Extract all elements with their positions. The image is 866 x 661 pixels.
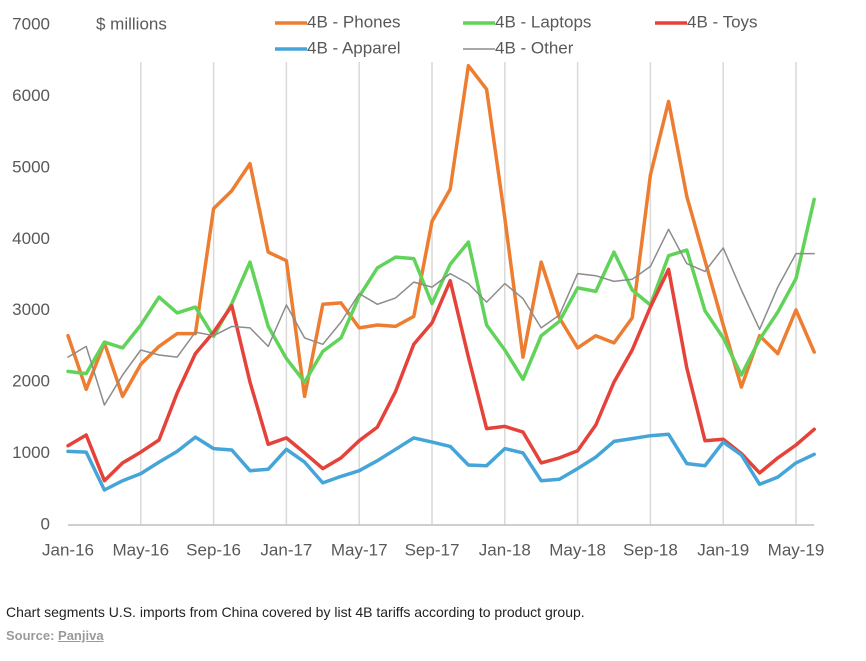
- caption: Chart segments U.S. imports from China c…: [6, 604, 585, 620]
- series-line: [66, 63, 816, 399]
- y-tick-label: 4000: [12, 229, 50, 248]
- legend-label: 4B - Laptops: [495, 12, 591, 31]
- x-tick-label: Jan-19: [697, 540, 749, 559]
- x-tick-label: May-16: [112, 540, 169, 559]
- source-line: Source: Panjiva: [6, 628, 104, 643]
- x-tick-label: Jan-16: [42, 540, 94, 559]
- x-tick-label: Jan-18: [479, 540, 531, 559]
- x-tick-label: Sep-18: [623, 540, 678, 559]
- source-link[interactable]: Panjiva: [58, 628, 104, 643]
- y-tick-label: 0: [41, 514, 50, 533]
- series-line: [66, 197, 816, 384]
- series-line: [67, 228, 815, 406]
- legend-label: 4B - Phones: [307, 12, 401, 31]
- y-tick-label: 6000: [12, 86, 50, 105]
- series-line: [66, 432, 816, 492]
- y-tick-label: 1000: [12, 443, 50, 462]
- x-tick-label: May-18: [549, 540, 606, 559]
- y-tick-label: 7000: [12, 14, 50, 33]
- x-tick-label: May-17: [331, 540, 388, 559]
- legend-label: 4B - Other: [495, 38, 574, 57]
- x-tick-label: Jan-17: [260, 540, 312, 559]
- y-tick-label: 3000: [12, 300, 50, 319]
- y-axis-label: $ millions: [96, 14, 167, 33]
- chart: $ millions Jan-16 May-16 Sep-16 Jan-17 May-1…: [12, 12, 825, 559]
- x-tick-label: May-19: [768, 540, 825, 559]
- series-line: [66, 267, 816, 483]
- legend-label: 4B - Apparel: [307, 38, 401, 57]
- source-label: Source:: [6, 628, 55, 643]
- y-tick-label: 2000: [12, 372, 50, 391]
- x-tick-label: Sep-17: [405, 540, 460, 559]
- legend-label: 4B - Toys: [687, 12, 758, 31]
- y-tick-label: 5000: [12, 157, 50, 176]
- x-tick-label: Sep-16: [186, 540, 241, 559]
